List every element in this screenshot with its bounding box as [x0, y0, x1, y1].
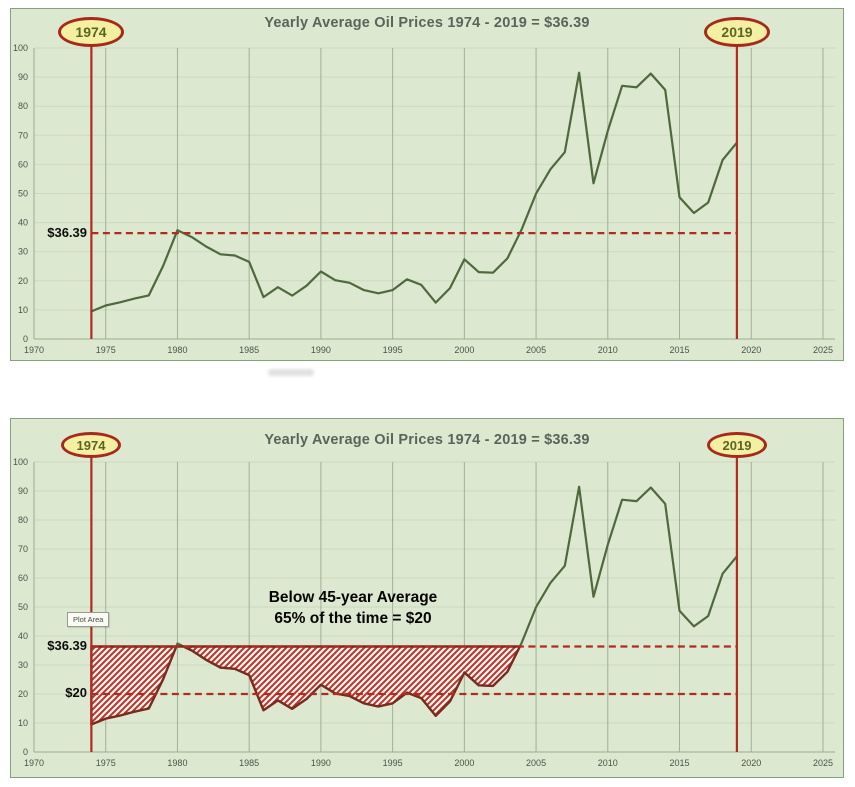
svg-text:2020: 2020 — [741, 758, 761, 768]
start-year-badge: 1974 — [58, 17, 124, 47]
svg-text:40: 40 — [18, 218, 28, 228]
svg-text:1985: 1985 — [239, 758, 259, 768]
annotation-line-1: Below 45-year Average — [268, 589, 438, 606]
svg-text:100: 100 — [13, 457, 28, 467]
svg-text:20: 20 — [18, 689, 28, 699]
svg-text:30: 30 — [18, 660, 28, 670]
svg-text:2010: 2010 — [598, 758, 618, 768]
svg-text:70: 70 — [18, 130, 28, 140]
plot-area-tooltip: Plot Area — [67, 612, 110, 627]
below-average-price-label: $20 — [65, 685, 87, 700]
svg-text:2005: 2005 — [526, 758, 546, 768]
svg-text:1990: 1990 — [311, 758, 331, 768]
svg-text:100: 100 — [13, 43, 28, 53]
svg-text:1980: 1980 — [167, 345, 187, 355]
oil-price-chart-bottom: 0 10 20 30 40 50 60 70 80 90 100 1970 1975 1980 1985 19… — [10, 418, 844, 778]
svg-text:1985: 1985 — [239, 345, 259, 355]
svg-text:2005: 2005 — [526, 345, 546, 355]
svg-text:2025: 2025 — [813, 758, 833, 768]
svg-text:60: 60 — [18, 159, 28, 169]
chart-title: Yearly Average Oil Prices 1974 - 2019 = … — [264, 432, 590, 448]
end-year-badge: 2019 — [704, 17, 770, 47]
horizontal-gridlines — [34, 47, 835, 311]
svg-text:2000: 2000 — [454, 758, 474, 768]
svg-text:1975: 1975 — [96, 758, 116, 768]
svg-text:2015: 2015 — [670, 758, 690, 768]
svg-text:1970: 1970 — [24, 345, 44, 355]
svg-text:2010: 2010 — [598, 345, 618, 355]
svg-text:60: 60 — [18, 573, 28, 583]
svg-text:0: 0 — [23, 747, 28, 757]
chart-title: Yearly Average Oil Prices 1974 - 2019 = … — [264, 15, 590, 31]
svg-text:30: 30 — [18, 247, 28, 257]
svg-text:10: 10 — [18, 718, 28, 728]
svg-text:80: 80 — [18, 515, 28, 525]
svg-text:1975: 1975 — [96, 345, 116, 355]
below-average-hatch-area — [90, 645, 522, 726]
svg-text:10: 10 — [18, 305, 28, 315]
svg-text:70: 70 — [18, 544, 28, 554]
average-price-label: $36.39 — [47, 225, 87, 240]
x-axis-labels: 1970 1975 1980 1985 1990 1995 2000 2005 2010 2015… — [24, 758, 833, 768]
below-average-annotation: Below 45-year Average 65% of the time = … — [193, 587, 513, 629]
svg-text:2000: 2000 — [454, 345, 474, 355]
svg-text:80: 80 — [18, 101, 28, 111]
svg-text:0: 0 — [23, 334, 28, 344]
page-smudge-artifact — [268, 369, 314, 376]
svg-text:1990: 1990 — [311, 345, 331, 355]
svg-text:90: 90 — [18, 486, 28, 496]
svg-text:2020: 2020 — [741, 345, 761, 355]
start-year-badge: 1974 — [61, 432, 121, 458]
oil-price-chart-top: 0 10 20 30 40 50 60 70 80 90 100 1970 1975 1980 1985 19… — [10, 8, 844, 361]
svg-text:1980: 1980 — [167, 758, 187, 768]
price-line — [90, 71, 739, 313]
annotation-line-2: 65% of the time = $20 — [274, 610, 432, 627]
svg-text:2015: 2015 — [670, 345, 690, 355]
average-price-label: $36.39 — [47, 638, 87, 653]
svg-text:40: 40 — [18, 631, 28, 641]
y-axis-labels: 0 10 20 30 40 50 60 70 80 90 100 — [13, 457, 28, 757]
svg-text:1995: 1995 — [383, 758, 403, 768]
svg-text:50: 50 — [18, 189, 28, 199]
svg-text:20: 20 — [18, 276, 28, 286]
svg-text:90: 90 — [18, 72, 28, 82]
x-axis-labels: 1970 1975 1980 1985 1990 1995 2000 2005 2010 2015… — [24, 345, 833, 355]
svg-text:1995: 1995 — [383, 345, 403, 355]
svg-text:1970: 1970 — [24, 758, 44, 768]
svg-text:2025: 2025 — [813, 345, 833, 355]
y-axis-labels: 0 10 20 30 40 50 60 70 80 90 100 — [13, 43, 28, 344]
end-year-badge: 2019 — [707, 432, 767, 458]
svg-text:50: 50 — [18, 602, 28, 612]
